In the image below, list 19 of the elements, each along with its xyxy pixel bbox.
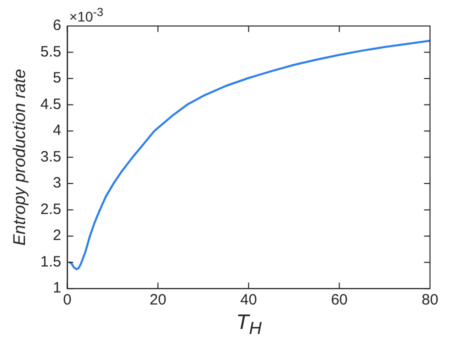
y-tick-label: 2.5 [40, 200, 62, 218]
y-tick-label: 5 [52, 70, 62, 87]
x-tick-label: 20 [150, 292, 166, 309]
x-axis-title: T$_{H}$ [236, 310, 262, 339]
text: ×10$^{-3}$ [69, 6, 104, 25]
y-tick-label: 4 [52, 122, 62, 140]
x-tick-label: 80 [422, 292, 438, 309]
y-tick-label: 5.5 [40, 43, 62, 60]
y-tick-label: 3.5 [40, 148, 62, 166]
x-tick-label: 40 [240, 292, 257, 309]
y-tick-label: 3 [52, 174, 62, 192]
y-tick-label: 4.5 [40, 96, 62, 113]
x-tick-label: 60 [330, 292, 348, 309]
x-tick-label: 0 [63, 292, 72, 309]
y-axis-title: Entropy production rate [10, 68, 29, 246]
y-tick-label: 6 [52, 17, 62, 34]
y-tick-label: 1.5 [40, 253, 62, 270]
y-tick-label: 2 [52, 227, 62, 244]
y-tick-label: 1 [52, 280, 62, 297]
